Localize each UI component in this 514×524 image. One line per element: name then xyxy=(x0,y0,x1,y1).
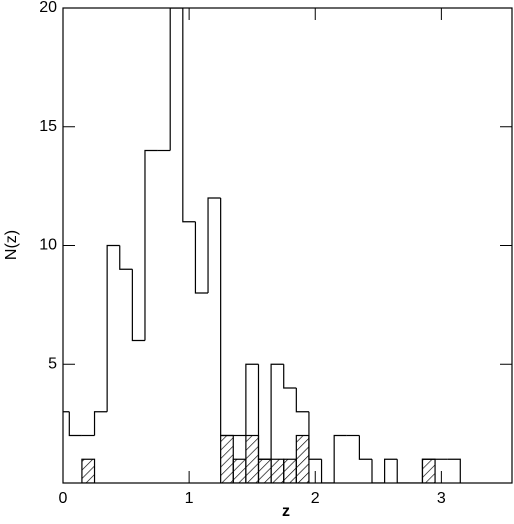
histogram-bar xyxy=(93,411,108,436)
plot-area xyxy=(63,8,461,483)
histogram-bar xyxy=(308,411,322,460)
histogram-bar xyxy=(295,388,309,413)
histogram-bar xyxy=(447,458,461,483)
hatched-bar xyxy=(421,458,436,483)
y-tick-label: 5 xyxy=(48,355,57,372)
x-tick-label: 1 xyxy=(185,490,194,507)
x-tick-label: 3 xyxy=(437,490,446,507)
histogram-bar xyxy=(131,269,145,342)
histogram-bar xyxy=(194,221,209,294)
histogram-bar xyxy=(119,245,133,270)
histogram-bar xyxy=(283,364,297,389)
histogram-bar xyxy=(245,363,259,436)
histogram-bar xyxy=(182,8,196,223)
hatched-bar xyxy=(245,434,260,483)
histogram-bar xyxy=(396,459,410,483)
histogram-bar xyxy=(320,459,335,483)
hatched-bar xyxy=(283,458,297,483)
hatched-bar xyxy=(295,434,310,483)
x-tick-label: 0 xyxy=(59,490,68,507)
y-axis-label: N(z) xyxy=(3,230,20,260)
hatched-bar xyxy=(257,458,272,483)
histogram-bar xyxy=(220,198,234,437)
histogram-bar xyxy=(63,411,70,413)
histogram-bar xyxy=(144,149,158,341)
histogram-bar xyxy=(384,458,398,483)
hatched-bar xyxy=(232,458,247,483)
hatched-bar xyxy=(220,434,234,483)
histogram-bar xyxy=(371,459,385,483)
histogram-bar xyxy=(358,435,373,460)
histogram-bar xyxy=(169,8,183,151)
histogram-bar xyxy=(270,363,284,460)
hatched-bar xyxy=(81,458,96,483)
hatched-bar xyxy=(270,458,285,483)
y-tick-label: 20 xyxy=(39,0,57,16)
axes-frame xyxy=(62,7,513,484)
histogram-bar xyxy=(257,364,272,460)
x-tick-label: 2 xyxy=(311,490,320,507)
histogram-bar xyxy=(68,411,82,437)
histogram-bar xyxy=(333,434,347,483)
x-axis-label: z xyxy=(282,503,290,520)
histogram-bar xyxy=(207,197,221,293)
histogram-bar xyxy=(106,244,120,412)
y-tick-label: 15 xyxy=(39,118,57,135)
y-tick-label: 10 xyxy=(39,237,57,254)
